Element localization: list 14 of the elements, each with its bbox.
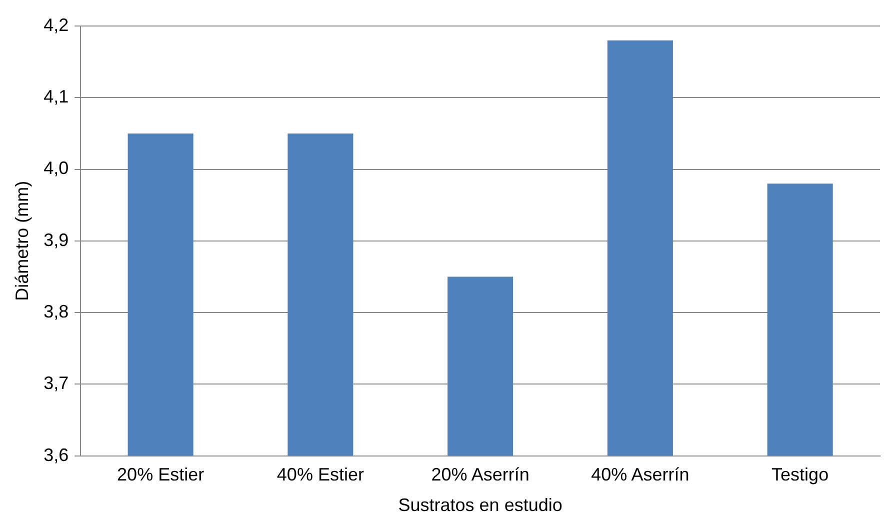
x-axis-title: Sustratos en estudio [398,495,562,516]
x-tick-label: Testigo [772,464,829,485]
x-tick-label: 20% Estier [117,464,204,485]
y-tick-label: 3,9 [44,230,69,250]
y-tick-label: 4,0 [44,158,69,178]
x-tick-label: 20% Aserrín [431,464,530,485]
y-tick-label: 3,6 [44,444,69,465]
y-tick-label: 4,1 [44,86,69,107]
y-tick-label: 3,8 [44,302,69,322]
y-axis-title: Diámetro (mm) [12,180,32,301]
y-tick-label: 3,7 [44,373,69,394]
y-tick-label: 4,2 [44,14,69,35]
x-tick-label: 40% Aserrín [591,464,690,485]
x-tick-label: 40% Estier [276,464,364,485]
